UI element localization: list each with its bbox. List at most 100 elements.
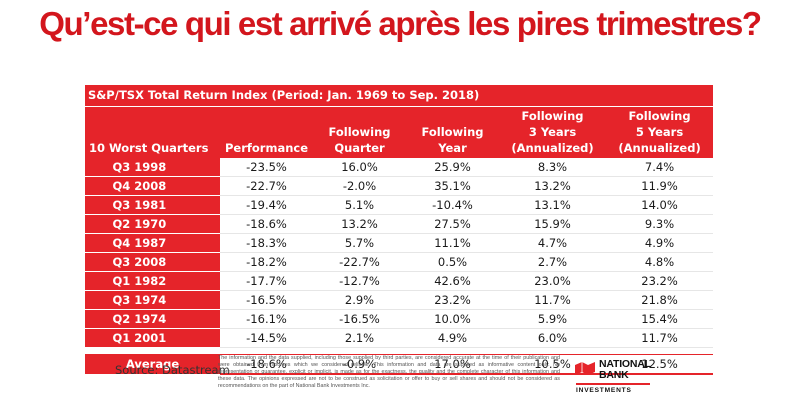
header-following-year-line: Year [438,141,467,155]
table-row: Q4 2008 -22.7% -2.0% 35.1% 13.2% 11.9% [85,176,714,196]
national-bank-logo: NATIONAL BANK INVESTMENTS [574,357,674,403]
quarter-label: Q1 1982 [85,271,220,291]
quarter-label: Q3 2008 [85,252,220,272]
header-performance: Performance [220,106,313,158]
header-following-5-years: Following 5 Years (Annualized) [606,106,714,158]
header-quarter-line: 10 Worst Quarters [89,141,209,155]
quarter-label-text: Q3 1998 [112,160,167,174]
table-cell: -10.4% [406,195,499,215]
table-cell: -2.0% [313,176,406,196]
header-performance-line: Performance [224,141,309,155]
table-cell: -22.7% [220,176,313,196]
table-cell: 11.9% [606,176,714,196]
table-cell: -18.6% [220,214,313,234]
table-cell: -16.5% [220,290,313,310]
spacer-row [85,347,714,355]
table-cell: -17.7% [220,271,313,291]
table-cell: 13.1% [499,195,606,215]
average-cell: 12.5% [606,354,714,375]
quarter-label-text: Q1 2001 [112,331,167,345]
table-cell: 11.1% [406,233,499,253]
table-cell: 15.9% [499,214,606,234]
table-row: Q4 1987 -18.3% 5.7% 11.1% 4.7% 4.9% [85,233,714,253]
header-following-5-years-line: (Annualized) [618,141,701,155]
average-label: Average [85,354,220,375]
table-cell: -18.3% [220,233,313,253]
table-cell: 10.0% [406,309,499,329]
table-row: Q3 1998 -23.5% 16.0% 25.9% 8.3% 7.4% [85,158,714,177]
table-cell: -18.2% [220,252,313,272]
table-cell: -14.5% [220,328,313,348]
table-cell: 2.1% [313,328,406,348]
table-row: Q1 1982 -17.7% -12.7% 42.6% 23.0% 23.2% [85,271,714,291]
quarter-label-text: Q4 1987 [112,236,167,250]
header-following-3-years: Following 3 Years (Annualized) [499,106,606,158]
table-cell: 6.0% [499,328,606,348]
table-row: Q3 2008 -18.2% -22.7% 0.5% 2.7% 4.8% [85,252,714,272]
average-row: Average -18.6% -0.9% 17.0% 10.5% 12.5% [85,354,714,375]
spacer-cell [406,347,499,355]
quarter-label: Q4 2008 [85,176,220,196]
source-note: Source: Datastream [115,363,230,377]
logo-line-2: BANK [599,369,629,381]
quarter-label-text: Q3 1981 [112,198,167,212]
table-cell: 11.7% [499,290,606,310]
table-cell: 21.8% [606,290,714,310]
quarter-label-text: Q4 2008 [112,179,167,193]
table-cell: 27.5% [406,214,499,234]
logo-divider [576,383,650,385]
header-following-year-line: Following [421,125,484,139]
page-title: Qu’est-ce qui est arrivé après les pires… [39,5,762,42]
table-cell: 13.2% [499,176,606,196]
table-cell: -23.5% [220,158,313,177]
header-following-quarter-line: Following [328,125,391,139]
quarter-label: Q4 1987 [85,233,220,253]
header-following-quarter: Following Quarter [313,106,406,158]
table-cell: 0.5% [406,252,499,272]
table-cell: 4.7% [499,233,606,253]
header-following-5-years-line: 5 Years [635,125,684,139]
average-cell: 17.0% [406,354,499,375]
table-cell: 11.7% [606,328,714,348]
table-cell: 23.0% [499,271,606,291]
header-following-3-years-line: (Annualized) [511,141,594,155]
table-cell: 35.1% [406,176,499,196]
spacer-cell [313,347,406,355]
table-cell: 13.2% [313,214,406,234]
table-cell: 2.7% [499,252,606,272]
quarter-label: Q3 1998 [85,158,220,177]
table-cell: 5.9% [499,309,606,329]
table-cell: 23.2% [606,271,714,291]
table-cell: -16.5% [313,309,406,329]
table-cell: 7.4% [606,158,714,177]
table-row: Q2 1974 -16.1% -16.5% 10.0% 5.9% 15.4% [85,309,714,329]
quarter-label: Q1 2001 [85,328,220,348]
quarter-label: Q2 1974 [85,309,220,329]
table-cell: 5.1% [313,195,406,215]
logo-subtitle: INVESTMENTS [576,387,632,394]
table-title: S&P/TSX Total Return Index (Period: Jan.… [85,85,714,107]
header-following-5-years-line: Following [628,109,691,123]
table-cell: 2.9% [313,290,406,310]
table-cell: 23.2% [406,290,499,310]
table-row: Q3 1974 -16.5% 2.9% 23.2% 11.7% 21.8% [85,290,714,310]
quarter-label-text: Q2 1974 [112,312,167,326]
table-row: Q1 2001 -14.5% 2.1% 4.9% 6.0% 11.7% [85,328,714,348]
returns-table: S&P/TSX Total Return Index (Period: Jan.… [85,85,714,375]
logo-line-1: NATIONAL [599,358,651,370]
table-cell: 42.6% [406,271,499,291]
table-cell: 9.3% [606,214,714,234]
eagle-flag-icon [575,362,595,375]
quarter-label: Q3 1981 [85,195,220,215]
table-row: Q2 1970 -18.6% 13.2% 27.5% 15.9% 9.3% [85,214,714,234]
table-cell: 4.9% [406,328,499,348]
spacer-cell [499,347,606,355]
quarter-label-text: Q2 1970 [112,217,167,231]
table-header-row: 10 Worst Quarters Performance Following Qua… [85,106,714,158]
quarter-label: Q2 1970 [85,214,220,234]
quarter-label-text: Q1 1982 [112,274,167,288]
spacer-cell [606,347,714,355]
table-cell: 4.9% [606,233,714,253]
table-cell: -16.1% [220,309,313,329]
quarter-label: Q3 1974 [85,290,220,310]
